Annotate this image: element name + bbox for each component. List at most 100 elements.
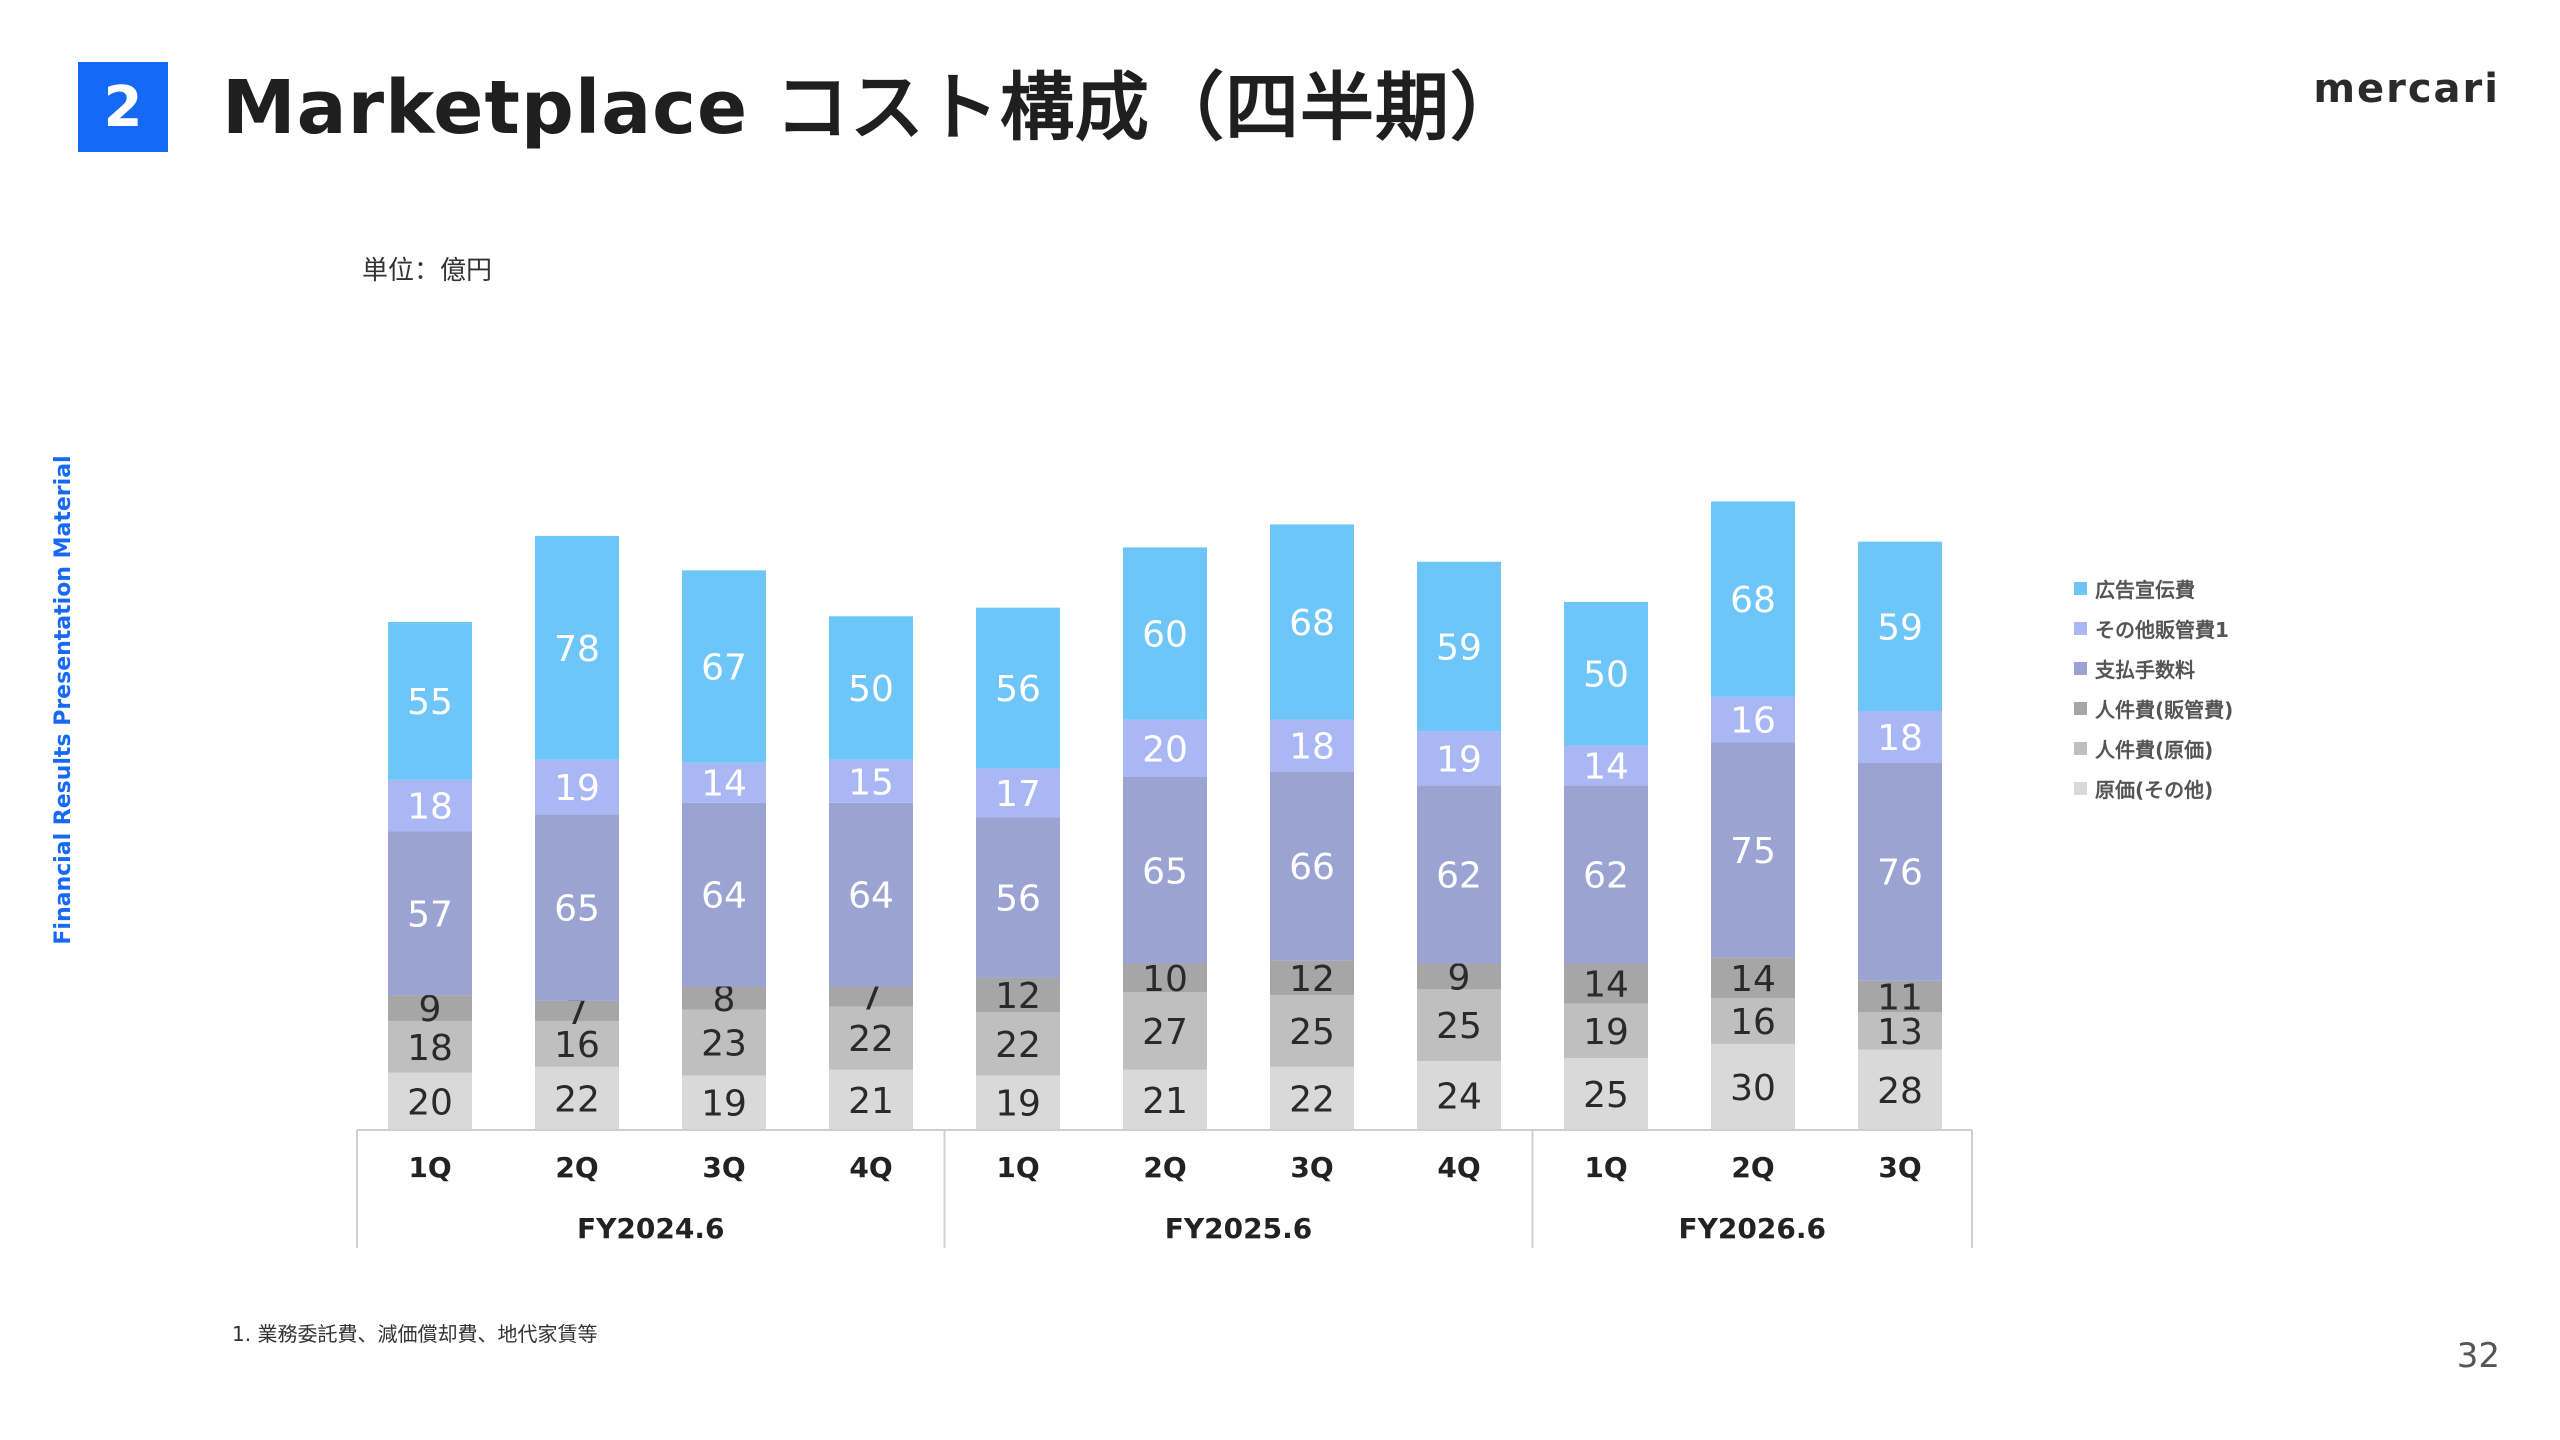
data-label: 7 [860, 978, 883, 1019]
data-label: 23 [701, 1023, 747, 1064]
data-label: 68 [1730, 580, 1776, 621]
data-label: 14 [1730, 959, 1776, 1000]
section-number-badge: 2 [78, 62, 168, 152]
legend-swatch [2074, 581, 2087, 595]
data-label: 20 [1142, 729, 1188, 770]
data-label: 13 [1877, 1012, 1923, 1053]
category-tick-label: 2Q [555, 1151, 598, 1184]
legend-swatch [2074, 701, 2087, 715]
data-label: 17 [995, 774, 1041, 815]
bar-segment [1711, 501, 1795, 697]
bar-segment [682, 1009, 766, 1076]
legend-item: 支払手数料 [2074, 648, 2233, 688]
chart-legend: 広告宣伝費 その他販管費1 支払手数料 人件費(販管費) 人件費(原価) 原価(その他) [2074, 568, 2233, 808]
bar-segment [388, 1072, 472, 1130]
data-label: 18 [1877, 718, 1923, 759]
data-label: 16 [554, 1025, 600, 1066]
data-label: 21 [848, 1081, 894, 1122]
bar-segment [976, 977, 1060, 1013]
data-label: 59 [1436, 627, 1482, 668]
page-number: 32 [2456, 1336, 2500, 1376]
data-label: 24 [1436, 1077, 1482, 1118]
data-label: 19 [1583, 1012, 1629, 1053]
data-label: 19 [701, 1084, 747, 1125]
bar-segment [682, 802, 766, 987]
data-label: 12 [995, 976, 1041, 1017]
category-tick-label: 3Q [1878, 1151, 1921, 1184]
bar-segment [976, 1012, 1060, 1076]
bar-segment [682, 1075, 766, 1130]
legend-swatch [2074, 741, 2087, 755]
bar-segment [1858, 762, 1942, 981]
bar-segment [682, 986, 766, 1010]
bar-segment [1270, 960, 1354, 996]
bar-segment [388, 1020, 472, 1073]
legend-label: 人件費(原価) [2095, 737, 2214, 762]
bar-segment [1270, 1066, 1354, 1130]
bar-segment [535, 814, 619, 1001]
legend-item: その他販管費1 [2074, 608, 2233, 648]
legend-swatch [2074, 661, 2087, 675]
bar-segment [1858, 1049, 1942, 1130]
category-tick-label: 4Q [849, 1151, 892, 1184]
bar-segment [1123, 719, 1207, 777]
category-tick-label: 2Q [1143, 1151, 1186, 1184]
legend-label: 支払手数料 [2095, 657, 2195, 682]
unit-label: 単位：億円 [362, 256, 493, 286]
fiscal-year-label: FY2026.6 [1679, 1212, 1826, 1245]
data-label: 11 [1877, 978, 1923, 1019]
page-title: Marketplace コスト構成（四半期） [222, 65, 1525, 151]
legend-label: その他販管費1 [2095, 617, 2229, 642]
bar-segment [1858, 980, 1942, 1013]
bar-segment [388, 831, 472, 996]
bar-segment [535, 1066, 619, 1130]
bar-segment [829, 759, 913, 803]
data-label: 56 [995, 669, 1041, 710]
data-label: 67 [701, 647, 747, 688]
data-label: 14 [701, 764, 747, 805]
bar-segment [829, 802, 913, 987]
data-label: 25 [1583, 1075, 1629, 1116]
data-label: 7 [566, 992, 589, 1033]
bar-segment [829, 986, 913, 1007]
fiscal-year-label: FY2025.6 [1165, 1212, 1312, 1245]
bar-segment [1417, 561, 1501, 732]
bar-segment [1564, 601, 1648, 746]
data-label: 28 [1877, 1071, 1923, 1112]
data-label: 15 [848, 762, 894, 803]
data-label: 19 [1436, 739, 1482, 780]
category-tick-label: 1Q [996, 1151, 1039, 1184]
bar-segment [1564, 785, 1648, 964]
bar-segment [1711, 696, 1795, 743]
bar-segment [1123, 776, 1207, 964]
category-tick-label: 1Q [1584, 1151, 1627, 1184]
data-label: 9 [1448, 957, 1471, 998]
bar-segment [1564, 745, 1648, 786]
bar-segment [1123, 992, 1207, 1070]
data-label: 14 [1583, 965, 1629, 1006]
data-label: 22 [848, 1019, 894, 1060]
data-label: 9 [419, 989, 442, 1030]
bar-segment [1270, 995, 1354, 1067]
data-label: 27 [1142, 1012, 1188, 1053]
data-label: 60 [1142, 614, 1188, 655]
legend-label: 人件費(販管費) [2095, 697, 2234, 722]
bar-segment [829, 1006, 913, 1070]
data-label: 25 [1289, 1012, 1335, 1053]
data-label: 55 [407, 682, 453, 723]
data-label: 14 [1583, 747, 1629, 788]
data-label: 8 [713, 979, 736, 1020]
data-label: 19 [995, 1084, 1041, 1125]
category-tick-label: 4Q [1437, 1151, 1480, 1184]
legend-item: 広告宣伝費 [2074, 568, 2233, 608]
data-label: 56 [995, 879, 1041, 920]
bar-segment [1417, 731, 1501, 786]
bar-segment [1564, 1003, 1648, 1059]
data-label: 18 [407, 787, 453, 828]
data-label: 16 [1730, 1002, 1776, 1043]
bar-segment [1417, 989, 1501, 1062]
category-tick-label: 3Q [702, 1151, 745, 1184]
bar-segment [535, 759, 619, 815]
bar-segment [1858, 1012, 1942, 1050]
bar-segment [976, 607, 1060, 769]
